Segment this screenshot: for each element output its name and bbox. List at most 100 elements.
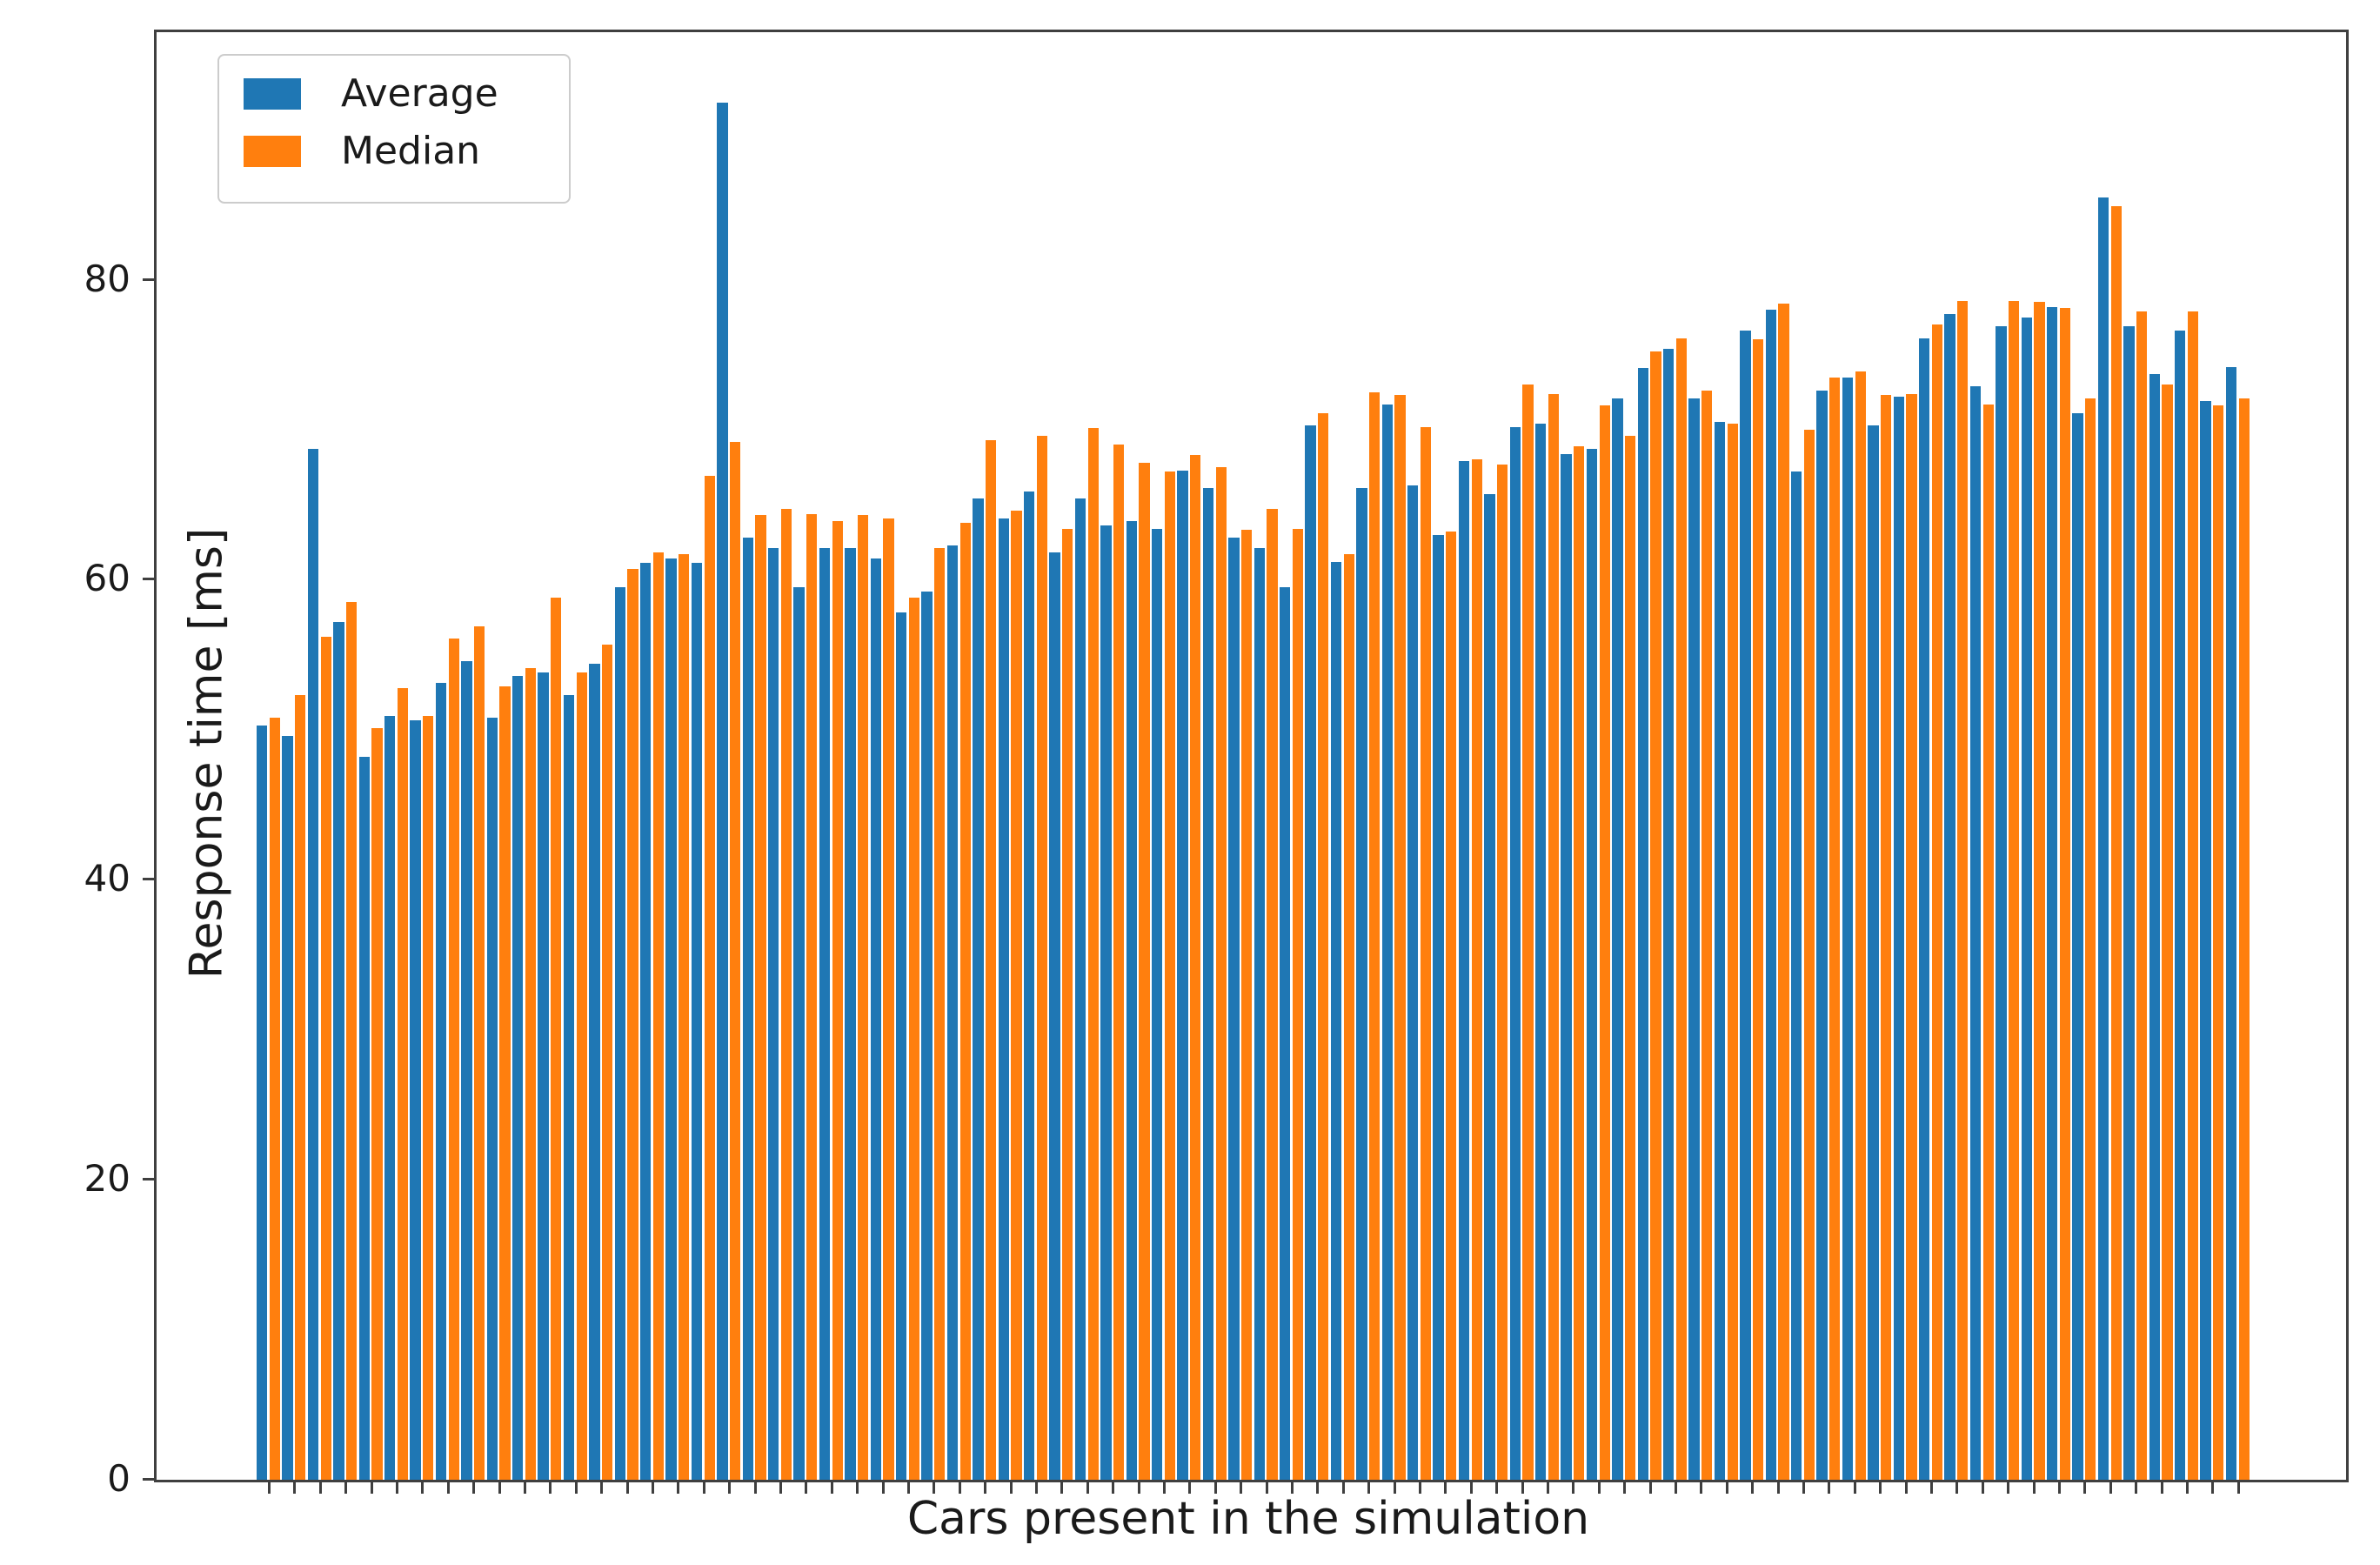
x-tick-mark [1341, 1482, 1345, 1494]
bar-average [1356, 488, 1367, 1480]
bar-median [1727, 424, 1738, 1480]
bar-median [1139, 463, 1150, 1480]
y-tick-label: 60 [84, 557, 130, 600]
bar-average [384, 716, 396, 1480]
bar-median [1650, 351, 1661, 1480]
bar-median [1906, 394, 1917, 1480]
x-tick-mark [984, 1482, 987, 1494]
bar-average [1228, 538, 1240, 1480]
x-tick-mark [2135, 1482, 2138, 1494]
bar-median [1240, 530, 1253, 1480]
bar-average [1919, 338, 1930, 1480]
y-tick-label: 20 [84, 1157, 130, 1201]
bar-average [1074, 498, 1086, 1480]
x-tick-mark [779, 1482, 782, 1494]
bar-median [1471, 459, 1482, 1480]
x-tick-mark [1675, 1482, 1677, 1494]
bar-median [1496, 465, 1508, 1480]
bar-median [1267, 509, 1278, 1480]
x-tick-mark [600, 1482, 604, 1494]
bar-average [1049, 552, 1060, 1480]
bar-median [576, 672, 587, 1480]
bar-average [793, 587, 805, 1480]
x-tick-mark [1137, 1482, 1140, 1494]
bar-median [2085, 398, 2096, 1480]
bar-median [397, 688, 409, 1480]
x-tick-mark [1291, 1482, 1294, 1494]
bar-average [333, 622, 344, 1480]
x-tick-mark [2211, 1482, 2215, 1494]
bar-median [1957, 301, 1969, 1480]
x-tick-mark [1853, 1482, 1856, 1494]
bar-median [423, 716, 434, 1480]
bar-average [2175, 331, 2186, 1480]
bar-median [1778, 304, 1789, 1480]
bar-median [1190, 455, 1201, 1480]
bar-average [1740, 331, 1751, 1480]
x-tick-mark [344, 1482, 348, 1494]
x-tick-mark [318, 1482, 322, 1494]
x-tick-mark [805, 1482, 808, 1494]
bar-median [1292, 529, 1304, 1480]
bar-average [845, 548, 856, 1480]
bar-average [1305, 425, 1316, 1480]
y-tick-mark [143, 1178, 154, 1181]
x-tick-mark [958, 1482, 961, 1494]
bar-average [358, 757, 370, 1480]
bar-average [1484, 494, 1495, 1480]
x-tick-mark [1035, 1482, 1038, 1494]
x-tick-mark [728, 1482, 732, 1494]
bar-average [819, 548, 831, 1480]
bar-average [1024, 492, 1035, 1480]
x-tick-mark [549, 1482, 552, 1494]
average-swatch-icon [244, 78, 301, 110]
bar-median [1343, 554, 1354, 1480]
bar-average [486, 718, 498, 1480]
bar-median [806, 514, 818, 1480]
bar-average [2021, 318, 2032, 1480]
x-tick-mark [1879, 1482, 1882, 1494]
bar-median [883, 518, 894, 1480]
bar-average [1714, 422, 1726, 1480]
bar-average [2123, 326, 2135, 1480]
x-tick-mark [907, 1482, 910, 1494]
x-tick-mark [524, 1482, 526, 1494]
bar-median [1420, 427, 1432, 1480]
x-tick-mark [1316, 1482, 1320, 1494]
x-tick-mark [472, 1482, 476, 1494]
bar-median [1446, 532, 1457, 1480]
y-tick-label: 80 [84, 257, 130, 300]
x-tick-mark [1930, 1482, 1933, 1494]
x-tick-mark [2109, 1482, 2112, 1494]
bar-median [627, 569, 638, 1480]
x-tick-mark [830, 1482, 833, 1494]
bar-average [1842, 378, 1854, 1480]
bar-average [1126, 521, 1137, 1480]
bar-average [717, 103, 728, 1480]
x-tick-mark [1213, 1482, 1217, 1494]
bar-average [257, 726, 268, 1480]
bar-median [934, 548, 946, 1480]
x-tick-mark [2007, 1482, 2010, 1494]
bar-average [282, 736, 293, 1480]
x-tick-mark [1163, 1482, 1166, 1494]
x-tick-mark [1188, 1482, 1192, 1494]
bar-median [1855, 371, 1866, 1480]
x-tick-mark [2236, 1482, 2240, 1494]
y-tick-label: 0 [107, 1457, 130, 1500]
bar-average [1202, 488, 1214, 1480]
bar-average [1330, 562, 1342, 1480]
bar-median [269, 718, 281, 1480]
bar-median [959, 523, 971, 1480]
bar-median [1522, 385, 1534, 1480]
x-tick-mark [702, 1482, 705, 1494]
bar-average [1177, 471, 1188, 1480]
bar-median [371, 728, 383, 1480]
x-tick-mark [1495, 1482, 1499, 1494]
bar-median [2238, 398, 2250, 1480]
bar-average [410, 720, 421, 1480]
bar-median [1675, 338, 1688, 1480]
x-tick-mark [293, 1482, 297, 1494]
bar-average [2097, 197, 2109, 1480]
